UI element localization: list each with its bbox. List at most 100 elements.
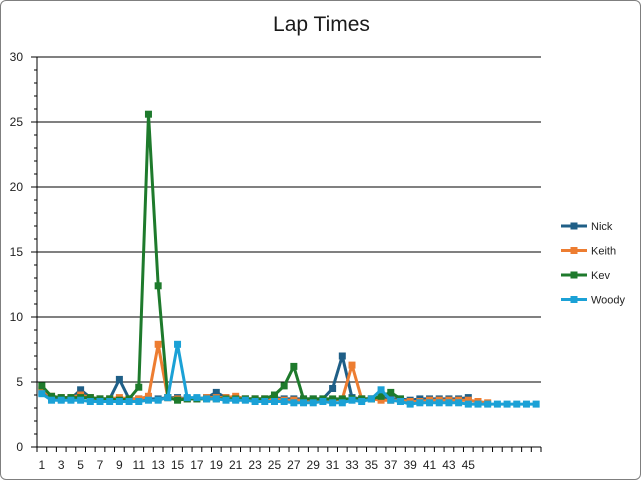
data-point-woody (445, 399, 453, 407)
data-point-keith (464, 396, 472, 404)
data-point-woody (261, 398, 269, 405)
data-point-kev (270, 391, 278, 399)
data-point-woody (484, 400, 492, 408)
data-point-woody (86, 398, 94, 405)
data-point-woody (358, 398, 366, 405)
data-point-kev (144, 110, 152, 118)
x-tick-label: 15 (171, 458, 185, 472)
data-point-woody (232, 396, 240, 404)
data-point-woody (522, 400, 530, 408)
x-tick-label: 37 (384, 458, 398, 472)
data-point-kev (86, 394, 94, 402)
data-point-woody (135, 398, 143, 405)
data-point-woody (57, 396, 65, 404)
data-point-woody (203, 395, 211, 403)
data-point-woody (396, 398, 404, 405)
legend-marker (570, 222, 578, 230)
x-tick-label: 43 (442, 458, 456, 472)
x-tick-label: 13 (151, 458, 165, 472)
legend-label: Nick (591, 221, 613, 233)
data-point-kev (377, 392, 385, 400)
data-point-woody (513, 400, 521, 408)
x-tick-label: 25 (268, 458, 282, 472)
data-point-nick (212, 388, 220, 396)
data-point-woody (290, 399, 298, 407)
legend-label: Keith (591, 246, 616, 258)
data-point-woody (183, 394, 191, 402)
y-tick-label: 10 (10, 310, 24, 324)
data-point-woody (300, 399, 308, 407)
x-tick-label: 19 (210, 458, 224, 472)
x-tick-label: 17 (190, 458, 204, 472)
data-point-woody (377, 386, 385, 394)
data-point-kev (329, 395, 337, 403)
x-tick-label: 33 (345, 458, 359, 472)
data-point-woody (96, 398, 104, 405)
series-line-keith (40, 342, 488, 405)
data-point-nick (115, 375, 123, 383)
x-tick-label: 29 (307, 458, 321, 472)
x-tick-label: 1 (39, 458, 46, 472)
x-tick-label: 31 (326, 458, 340, 472)
data-point-woody (154, 396, 162, 404)
x-tick-label: 41 (423, 458, 437, 472)
data-point-nick (338, 352, 346, 360)
data-point-kev (290, 362, 298, 370)
chart-title: Lap Times (273, 13, 370, 36)
data-point-kev (154, 282, 162, 290)
data-point-woody (435, 399, 443, 407)
x-tick-label: 35 (365, 458, 379, 472)
data-point-woody (455, 399, 463, 407)
data-point-nick (329, 385, 337, 392)
data-point-woody (174, 340, 182, 348)
data-point-woody (348, 396, 356, 404)
data-point-woody (532, 400, 540, 408)
series-line-nick (41, 354, 469, 402)
y-tick-label: 0 (16, 440, 23, 454)
legend-marker (570, 296, 578, 303)
x-tick-label: 27 (287, 458, 301, 472)
data-point-woody (251, 398, 259, 405)
data-point-woody (212, 395, 220, 403)
y-tick-label: 25 (10, 115, 24, 129)
data-point-woody (270, 398, 278, 405)
data-point-kev (309, 395, 317, 403)
data-point-woody (406, 400, 414, 408)
x-tick-label: 5 (77, 458, 84, 472)
x-tick-label: 7 (97, 458, 104, 472)
data-point-nick (77, 386, 85, 394)
data-point-woody (367, 395, 375, 403)
data-point-woody (241, 396, 249, 404)
data-point-woody (115, 398, 123, 405)
data-point-woody (125, 398, 133, 405)
data-point-woody (387, 396, 395, 404)
data-point-keith (377, 396, 385, 404)
data-point-keith (144, 392, 152, 400)
x-tick-label: 45 (462, 458, 476, 472)
data-point-woody (503, 400, 511, 408)
data-point-woody (338, 399, 346, 407)
data-point-kev (48, 392, 56, 400)
data-point-woody (67, 396, 75, 404)
series-line-kev (40, 112, 402, 402)
data-point-woody (48, 396, 56, 404)
data-point-keith (348, 361, 356, 369)
x-tick-label: 21 (229, 458, 243, 472)
legend-marker (570, 271, 578, 279)
y-tick-label: 5 (16, 375, 23, 389)
data-point-woody (329, 399, 337, 407)
x-tick-label: 11 (133, 458, 146, 472)
data-point-kev (280, 382, 288, 390)
data-point-woody (164, 394, 172, 402)
x-tick-label: 23 (248, 458, 262, 472)
data-point-woody (144, 396, 152, 404)
data-point-woody (493, 400, 501, 408)
data-point-kev (387, 388, 395, 396)
series-line-woody (40, 342, 537, 406)
data-point-kev (174, 396, 182, 404)
data-point-woody (280, 398, 288, 405)
data-point-woody (77, 396, 85, 404)
data-point-woody (106, 398, 114, 405)
data-point-woody (193, 394, 201, 402)
